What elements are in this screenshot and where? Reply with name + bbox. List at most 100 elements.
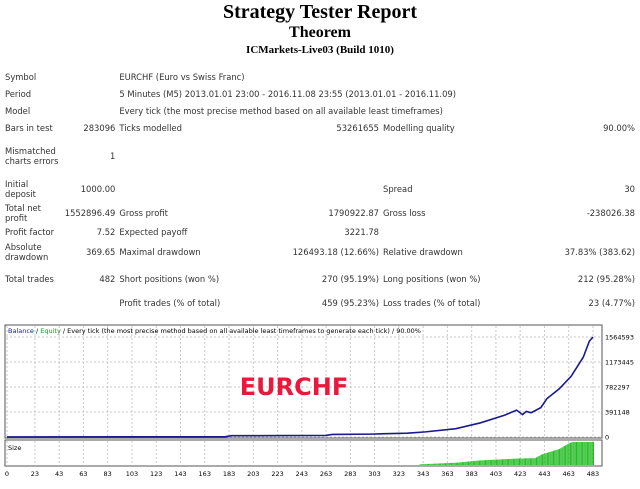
size-bar (537, 456, 539, 465)
size-bar (578, 442, 580, 465)
y-tick-label: 1564593 (605, 334, 634, 342)
size-bar (538, 456, 540, 465)
size-bar (459, 462, 461, 465)
size-bar (590, 442, 592, 465)
x-tick-label: 63 (79, 470, 87, 478)
size-bar (508, 458, 510, 465)
size-bar (511, 458, 513, 465)
legend-balance: Balance (8, 327, 34, 335)
chart-legend: Balance / Equity / Every tick (the most … (8, 327, 421, 335)
label: Period (5, 88, 32, 99)
symbol-watermark: EURCHF (240, 373, 348, 401)
size-bar (449, 462, 451, 465)
size-bar (465, 461, 467, 465)
size-bar (515, 458, 517, 465)
size-bar (589, 442, 591, 465)
size-bar (586, 442, 588, 465)
size-bar (457, 462, 459, 465)
size-bar (494, 459, 496, 465)
size-bar (588, 442, 590, 465)
size-bar (502, 459, 504, 465)
size-bar (520, 458, 522, 465)
size-bar (458, 462, 460, 465)
size-bar (461, 462, 463, 465)
label: Total trades (5, 274, 54, 284)
size-bar (527, 458, 529, 465)
size-bar (510, 458, 512, 465)
size-bar (419, 464, 421, 465)
size-bar (438, 463, 440, 465)
size-bar (542, 454, 544, 465)
size-bar (429, 463, 431, 465)
value: 37.83% (383.62) (564, 247, 635, 257)
value: 1 (110, 151, 116, 161)
value: 1790922.87 (328, 208, 380, 218)
expert-name: Theorem (289, 24, 351, 41)
size-bar (468, 461, 470, 465)
size-bar (499, 459, 501, 465)
size-bar (463, 462, 465, 465)
size-bar (471, 461, 473, 465)
size-bar (514, 458, 516, 465)
size-bar (454, 462, 456, 465)
x-tick-label: 423 (514, 470, 526, 478)
size-bar (430, 463, 432, 465)
size-bar (583, 442, 585, 465)
size-bar (434, 463, 436, 465)
size-bar (531, 458, 533, 465)
y-tick-label: 0 (605, 434, 609, 442)
size-bar (573, 442, 575, 465)
size-bar (525, 458, 527, 465)
value: -238026.38 (586, 208, 635, 218)
value: 369.65 (86, 247, 116, 257)
x-tick-label: 243 (296, 470, 308, 478)
size-bar (560, 448, 562, 465)
size-bar (426, 463, 428, 465)
size-label: Size (8, 444, 21, 452)
label: Initial deposit (5, 179, 36, 199)
size-bar (446, 463, 448, 465)
value: 270 (95.19%) (321, 274, 380, 284)
size-bar (576, 442, 578, 465)
x-tick-label: 363 (441, 470, 453, 478)
label: Ticks modelled (119, 122, 182, 133)
label: Model (5, 105, 31, 116)
size-bar (493, 459, 495, 465)
y-tick-label: 782297 (605, 383, 630, 391)
size-bar (567, 443, 569, 465)
size-bar (460, 462, 462, 465)
value: 3221.78 (344, 227, 380, 237)
size-bar (543, 453, 545, 465)
size-bar (476, 460, 478, 465)
label: Relative drawdown (383, 247, 463, 257)
size-bar (481, 460, 483, 465)
size-bar (535, 457, 537, 465)
size-bar (478, 460, 480, 465)
size-bar (566, 444, 568, 465)
value: 53261655 (336, 122, 380, 133)
size-bar (561, 447, 563, 465)
size-bar (443, 463, 445, 465)
size-bar (421, 464, 423, 465)
size-bar (506, 459, 508, 465)
size-bar (427, 463, 429, 465)
size-bar (475, 460, 477, 465)
label: Total net profit (5, 203, 41, 223)
x-tick-label: 263 (320, 470, 332, 478)
balance-line (6, 336, 594, 438)
label: Loss trades (% of total) (383, 298, 481, 308)
size-bar (559, 448, 561, 465)
value: 7.52 (96, 227, 116, 237)
size-bar (518, 458, 520, 465)
value: EURCHF (Euro vs Swiss Franc) (119, 71, 245, 82)
x-tick-label: 283 (344, 470, 356, 478)
size-bar (555, 450, 557, 465)
size-bar (557, 449, 559, 465)
size-bar (577, 442, 579, 465)
label: Bars in test (5, 122, 53, 133)
size-bar (491, 459, 493, 465)
size-bar (568, 443, 570, 465)
size-bar (585, 442, 587, 465)
x-tick-label: 383 (465, 470, 477, 478)
size-bar (453, 462, 455, 465)
